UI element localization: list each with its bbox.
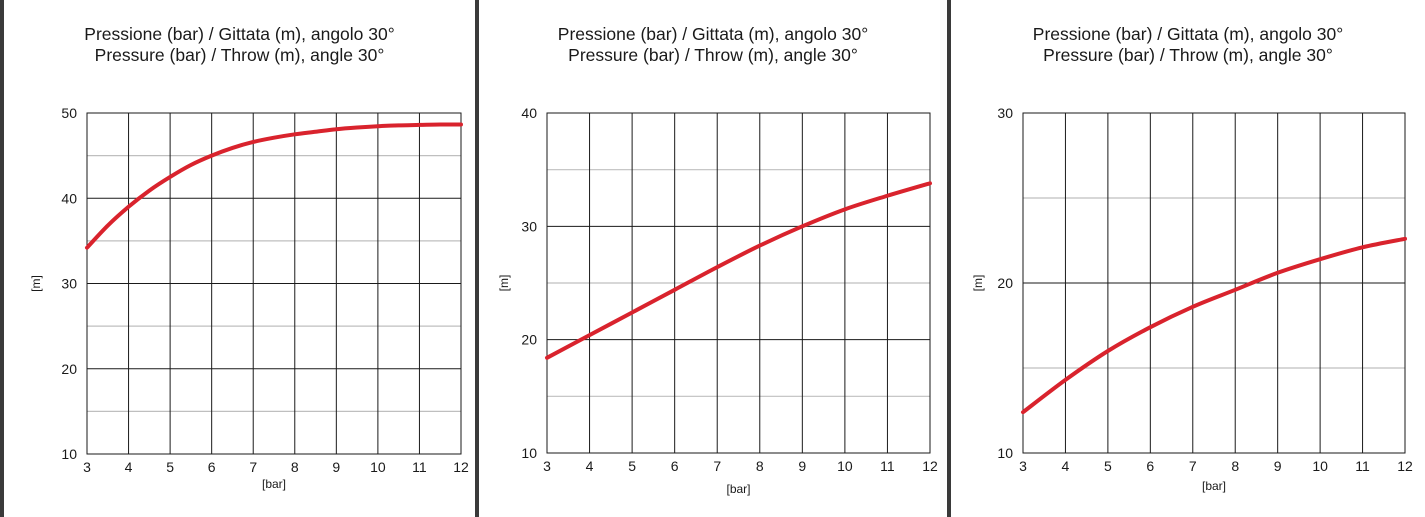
y-axis-label: [m] [971, 275, 985, 292]
y-tick-label: 10 [997, 445, 1013, 461]
y-tick-label: 10 [521, 445, 537, 461]
x-tick-label: 6 [1146, 458, 1154, 474]
chart-plot: 10 20 30 3 4 5 6 7 8 9 10 11 12 [bar] [m] [971, 105, 1413, 493]
x-tick-label: 8 [1231, 458, 1239, 474]
x-tick-label: 12 [453, 459, 469, 475]
x-tick-label: 12 [1397, 458, 1413, 474]
chart-title-line1: Pressione (bar) / Gittata (m), angolo 30… [84, 24, 395, 44]
chart-plot: 10 20 30 40 50 3 4 5 6 7 8 9 10 11 12 [bar] [m] [29, 105, 469, 491]
x-tick-label: 3 [1019, 458, 1027, 474]
chart-title-line1: Pressione (bar) / Gittata (m), angolo 30… [557, 24, 869, 44]
x-axis-label: [bar] [726, 482, 750, 496]
x-axis-label: [bar] [262, 477, 286, 491]
plot-frame [86, 112, 462, 455]
y-tick-label: 30 [521, 218, 537, 234]
chart-title-line1: Pressione (bar) / Gittata (m), angolo 30… [1032, 24, 1344, 44]
chart-title: Pressione (bar) / Gittata (m), angolo 30… [4, 24, 475, 66]
y-tick-label: 50 [61, 105, 77, 121]
x-tick-label: 11 [880, 458, 895, 474]
y-tick-label: 20 [521, 332, 537, 348]
x-tick-label: 10 [837, 458, 853, 474]
x-tick-label: 5 [628, 458, 636, 474]
y-tick-label: 30 [61, 276, 77, 292]
x-tick-label: 11 [412, 459, 427, 475]
x-tick-label: 7 [1189, 458, 1197, 474]
chart-title-line2: Pressure (bar) / Throw (m), angle 30° [94, 45, 385, 65]
x-tick-label: 10 [370, 459, 386, 475]
chart-plot: 10 20 30 40 3 4 5 6 7 8 9 10 11 12 [bar] [m] [497, 105, 938, 496]
chart-title-line2: Pressure (bar) / Throw (m), angle 30° [1043, 45, 1333, 65]
plot-frame [1022, 112, 1406, 454]
panel-divider-2 [947, 0, 951, 517]
panel-divider-left [0, 0, 4, 517]
series-line [545, 181, 932, 360]
x-tick-label: 5 [1104, 458, 1112, 474]
x-tick-label: 8 [756, 458, 764, 474]
x-tick-label: 9 [1274, 458, 1282, 474]
chart-panel-2: Pressione (bar) / Gittata (m), angolo 30… [479, 0, 947, 517]
x-tick-label: 4 [125, 459, 133, 475]
x-tick-label: 5 [166, 459, 174, 475]
x-tick-label: 11 [1355, 458, 1370, 474]
chart-title: Pressione (bar) / Gittata (m), angolo 30… [479, 24, 947, 66]
x-tick-label: 9 [332, 459, 340, 475]
x-tick-label: 3 [543, 458, 551, 474]
y-tick-label: 10 [61, 446, 77, 462]
y-axis-label: [m] [497, 275, 511, 292]
y-tick-label: 20 [997, 275, 1013, 291]
x-axis-label: [bar] [1202, 479, 1226, 493]
chart-panel-1: Pressione (bar) / Gittata (m), angolo 30… [4, 0, 475, 517]
x-tick-label: 3 [83, 459, 91, 475]
chart-title: Pressione (bar) / Gittata (m), angolo 30… [951, 24, 1425, 66]
y-axis-label: [m] [29, 275, 43, 292]
y-tick-label: 30 [997, 105, 1013, 121]
plot-frame [546, 112, 931, 454]
chart-title-line2: Pressure (bar) / Throw (m), angle 30° [568, 45, 858, 65]
x-tick-label: 12 [922, 458, 938, 474]
y-tick-label: 40 [521, 105, 537, 121]
x-tick-label: 9 [798, 458, 806, 474]
y-tick-label: 20 [61, 361, 77, 377]
chart-panel-3: Pressione (bar) / Gittata (m), angolo 30… [951, 0, 1425, 517]
x-tick-label: 6 [208, 459, 216, 475]
x-tick-label: 4 [1062, 458, 1070, 474]
x-tick-label: 7 [249, 459, 257, 475]
panel-divider-1 [475, 0, 479, 517]
x-tick-label: 4 [586, 458, 594, 474]
y-tick-label: 40 [61, 190, 77, 206]
series-line [1021, 236, 1407, 415]
x-tick-label: 8 [291, 459, 299, 475]
x-tick-label: 6 [671, 458, 679, 474]
series-line [85, 122, 463, 250]
x-tick-label: 10 [1312, 458, 1328, 474]
x-tick-label: 7 [713, 458, 721, 474]
